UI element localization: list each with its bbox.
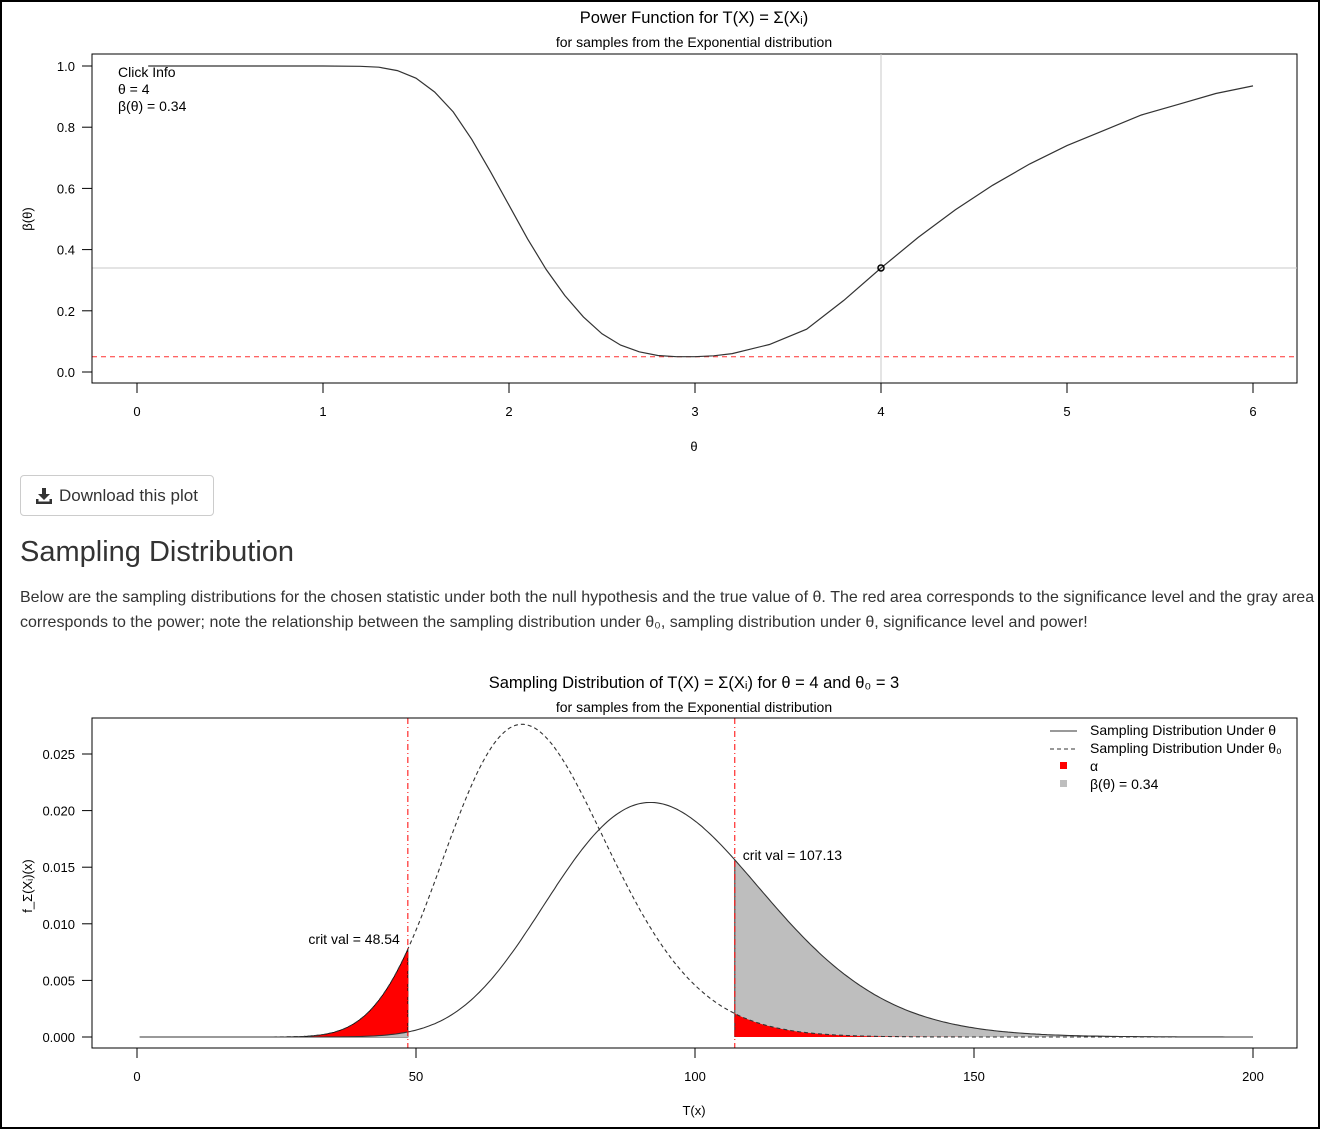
power-curve xyxy=(148,65,1254,358)
sampling-x-tick-label: 0 xyxy=(133,1069,140,1084)
sampling-plot-box xyxy=(91,717,1298,1049)
sampling-x-tick-label: 50 xyxy=(409,1069,423,1084)
sampling-x-axis-label: T(x) xyxy=(682,1103,705,1118)
power-area-left xyxy=(139,1032,408,1037)
legend-entry: Sampling Distribution Under θ₀ xyxy=(1090,740,1282,756)
power-function-plot[interactable]: Power Function for T(X) = Σ(Xᵢ) for samp… xyxy=(0,0,1320,470)
power-x-tick-label: 0 xyxy=(133,404,140,419)
crit-val-label-left: crit val = 48.54 xyxy=(308,931,400,947)
legend-entry: β(θ) = 0.34 xyxy=(1090,776,1159,792)
legend-entry: α xyxy=(1090,758,1098,774)
power-plot-box xyxy=(91,53,1298,384)
selected-power-point[interactable] xyxy=(877,264,885,272)
sampling-y-tick-label: 0.020 xyxy=(42,804,75,819)
power-y-tick-label: 0.8 xyxy=(57,120,75,135)
section-heading: Sampling Distribution xyxy=(20,536,295,568)
click-info-theta: θ = 4 xyxy=(118,81,150,97)
legend-entry: Sampling Distribution Under θ xyxy=(1090,722,1276,738)
power-y-tick-label: 1.0 xyxy=(57,59,75,74)
null-distribution-curve xyxy=(139,723,1253,1038)
power-x-tick-label: 4 xyxy=(877,404,884,419)
download-icon xyxy=(36,487,52,504)
power-x-tick-label: 2 xyxy=(505,404,512,419)
legend-alpha-swatch xyxy=(1060,762,1067,769)
power-y-tick-label: 0.6 xyxy=(57,181,75,196)
click-info: Click Info θ = 4 β(θ) = 0.34 xyxy=(118,64,187,114)
download-plot-button[interactable]: Download this plot xyxy=(20,475,214,516)
sampling-y-tick-label: 0.015 xyxy=(42,860,75,875)
power-x-tick-label: 1 xyxy=(319,404,326,419)
power-x-tick-label: 6 xyxy=(1249,404,1256,419)
click-info-title: Click Info xyxy=(118,64,176,80)
power-plot-subtitle: for samples from the Exponential distrib… xyxy=(556,34,832,50)
download-button-label: Download this plot xyxy=(59,485,198,505)
crit-val-label-right: crit val = 107.13 xyxy=(743,847,842,863)
legend-power-swatch xyxy=(1060,780,1067,787)
power-x-axis-label: θ xyxy=(690,439,697,454)
sampling-plot-subtitle: for samples from the Exponential distrib… xyxy=(556,699,832,715)
sampling-y-tick-label: 0.010 xyxy=(42,917,75,932)
sampling-x-tick-label: 200 xyxy=(1242,1069,1264,1084)
sampling-y-tick-label: 0.025 xyxy=(42,747,75,762)
true-distribution-curve xyxy=(139,801,1253,1038)
power-y-tick-label: 0.4 xyxy=(57,243,75,258)
power-y-tick-label: 0.0 xyxy=(57,365,75,380)
section-description: Below are the sampling distributions for… xyxy=(20,589,1315,631)
sampling-y-axis-label: f_Σ(Xᵢ)(x) xyxy=(20,859,35,912)
click-info-power: β(θ) = 0.34 xyxy=(118,98,187,114)
alpha-area-right xyxy=(734,1013,1253,1037)
sampling-y-tick-label: 0.000 xyxy=(42,1030,75,1045)
power-area-right xyxy=(734,859,1253,1037)
sampling-x-tick-label: 150 xyxy=(963,1069,985,1084)
power-y-axis-label: β(θ) xyxy=(20,207,35,230)
sampling-distribution-plot[interactable]: Sampling Distribution of T(X) = Σ(Xᵢ) fo… xyxy=(0,660,1320,1125)
alpha-area-left xyxy=(139,948,409,1038)
power-y-tick-label: 0.2 xyxy=(57,304,75,319)
sampling-x-tick-label: 100 xyxy=(684,1069,706,1084)
sampling-y-tick-label: 0.005 xyxy=(42,973,75,988)
power-x-tick-label: 3 xyxy=(691,404,698,419)
power-x-tick-label: 5 xyxy=(1063,404,1070,419)
sampling-plot-title: Sampling Distribution of T(X) = Σ(Xᵢ) fo… xyxy=(489,674,900,692)
sampling-legend: Sampling Distribution Under θ Sampling Di… xyxy=(1050,722,1282,792)
power-plot-title: Power Function for T(X) = Σ(Xᵢ) xyxy=(580,9,808,27)
